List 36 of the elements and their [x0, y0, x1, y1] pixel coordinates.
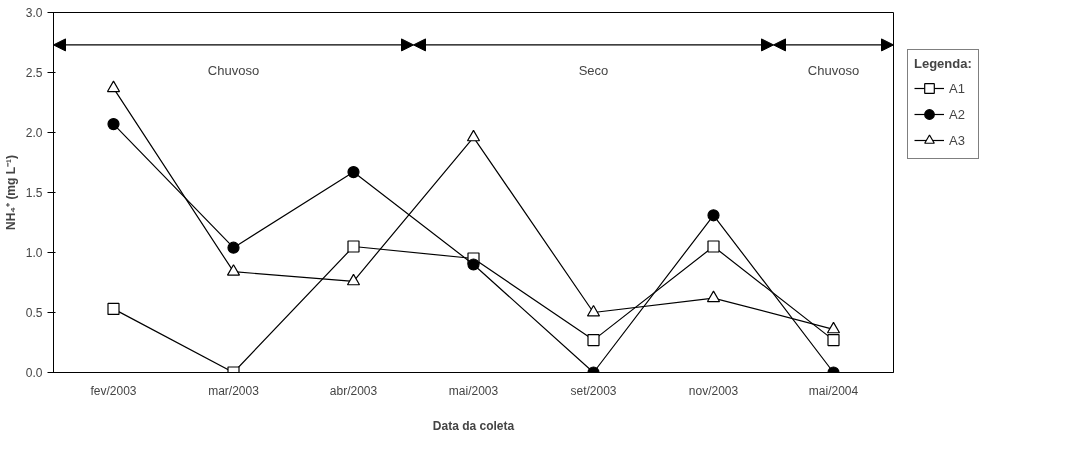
legend-title: Legenda:: [914, 56, 972, 71]
point: [707, 240, 720, 253]
point: [107, 302, 120, 315]
point: [107, 118, 120, 131]
point: [347, 240, 360, 253]
x-tick-label: set/2003: [570, 383, 617, 398]
point: [826, 321, 841, 334]
y-tick-label: 2.0: [25, 126, 43, 140]
x-tick-label: fev/2003: [90, 383, 137, 398]
annotation: Chuvoso: [207, 62, 260, 78]
point: [706, 290, 721, 303]
y-tick-label: 0.0: [25, 366, 43, 380]
y-tick-label: 0.5: [25, 306, 43, 320]
point: [586, 304, 601, 317]
y-tick-label: 2.5: [25, 66, 43, 80]
y-tick-label: 1.0: [25, 246, 43, 260]
legend-label: A3: [949, 132, 966, 148]
x-tick-label: nov/2003: [688, 383, 739, 398]
x-tick-label: mar/2003: [208, 383, 260, 398]
point: [227, 241, 240, 254]
y-tick-label: 1.5: [25, 186, 43, 200]
annotation: Seco: [578, 62, 609, 78]
point: [226, 264, 241, 276]
x-axis-title: Data da coleta: [432, 418, 515, 433]
x-tick-label: abr/2003: [329, 383, 378, 398]
annotation: Chuvoso: [807, 62, 860, 78]
point: [467, 258, 480, 271]
x-tick-label: mai/2004: [808, 383, 859, 398]
point: [707, 209, 720, 222]
legend-label: A2: [949, 106, 966, 122]
point: [347, 166, 360, 179]
legend-label: A1: [949, 80, 966, 96]
x-tick-label: mai/2003: [448, 383, 499, 398]
point: [346, 273, 361, 286]
y-tick-label: 3.0: [25, 6, 43, 20]
y-axis-title: NH₄⁺ (mg L⁻¹): [3, 154, 18, 231]
